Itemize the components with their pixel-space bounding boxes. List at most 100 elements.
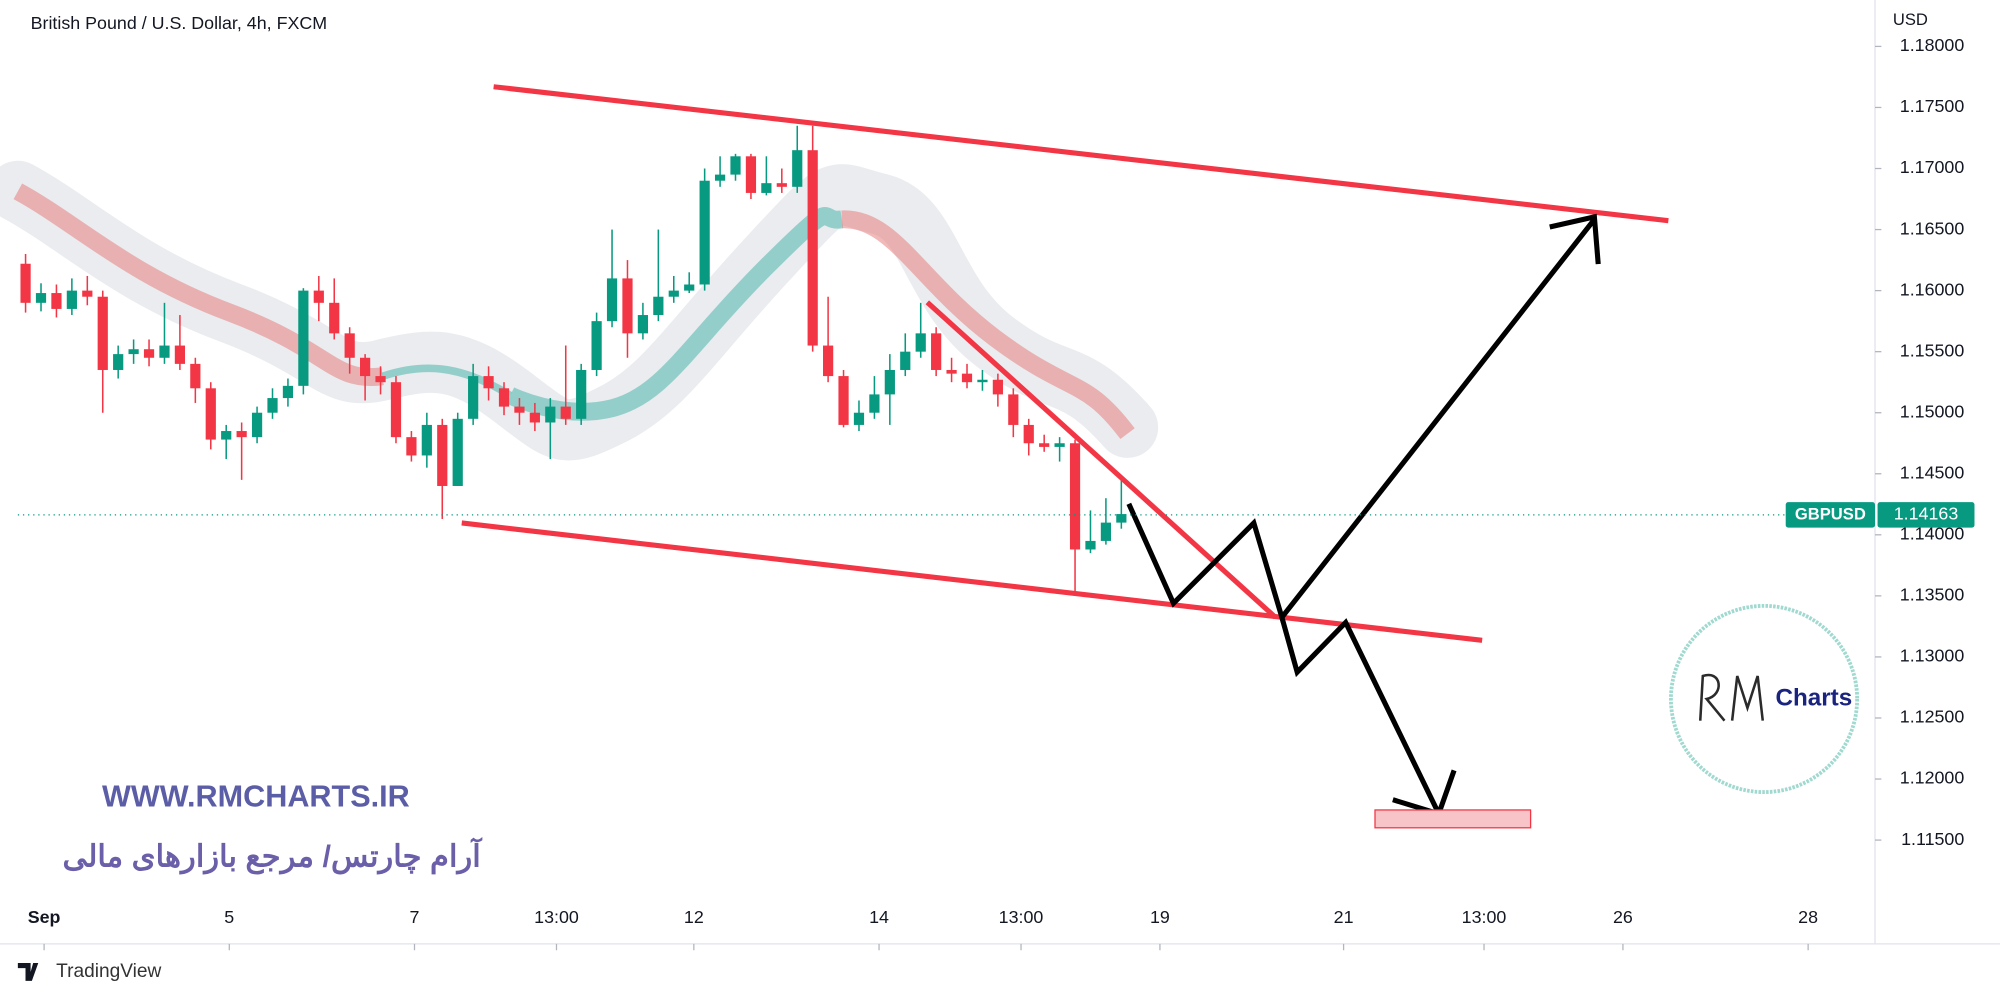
platform-name: TradingView [56, 961, 161, 982]
candle-body [143, 349, 155, 358]
candle-body [313, 290, 324, 303]
candle-body [884, 369, 895, 395]
candle-body [576, 369, 587, 419]
candle-body [437, 424, 448, 486]
candle-body [591, 321, 602, 370]
candle-body [298, 290, 309, 386]
candle-body [684, 284, 695, 291]
candle-body [421, 424, 432, 456]
candle-body [1023, 424, 1034, 444]
price-axis-unit: USD [1893, 10, 1928, 29]
candle-body [992, 379, 1003, 395]
candle-body [915, 333, 926, 352]
symbol-badge [1785, 502, 1875, 528]
axes: 1.11500 1.12000 1.12500 1.13000 1.13500 1.140… [28, 35, 1965, 951]
ma-ribbon-bearish [841, 210, 1135, 440]
candle-body [483, 376, 494, 389]
y-tick-label: 1.17500 [1900, 96, 1965, 116]
trend-line [925, 300, 1278, 620]
x-tick-label: Sep [28, 907, 61, 927]
candle-body [869, 394, 880, 413]
logo-ring [1669, 603, 1860, 795]
y-tick-label: 1.15500 [1900, 340, 1965, 360]
y-tick-label: 1.14000 [1900, 524, 1965, 544]
ma-ribbon-bearish [13, 183, 384, 386]
candle-body [637, 315, 649, 334]
candle-body [514, 406, 525, 413]
candle-body [761, 183, 772, 193]
tradingview-brand: TradingView [17, 961, 162, 982]
candle-body [221, 431, 232, 440]
watermark-slogan: آرام چارتس/ مرجع بازارهای مالی [63, 836, 484, 876]
y-tick-label: 1.14500 [1900, 462, 1965, 482]
moving-average-bands [0, 160, 1159, 461]
candle-body [113, 354, 124, 370]
candle-body [823, 345, 834, 377]
candle-body [82, 290, 93, 297]
candle-body [406, 437, 417, 456]
symbol-label: GBPUSD [1795, 504, 1866, 523]
candles [20, 125, 1127, 595]
x-tick-label: 13:00 [534, 907, 579, 927]
y-tick-label: 1.15000 [1900, 401, 1965, 421]
candle-body [560, 406, 571, 419]
tradingview-icon [17, 963, 39, 981]
channel-lower [461, 520, 1483, 643]
watermark-site: WWW.RMCHARTS.IR [102, 780, 410, 814]
candle-body [51, 293, 62, 309]
candle-body [545, 406, 556, 423]
candle-body [668, 290, 679, 297]
candle-body [606, 278, 618, 322]
candle-body [97, 296, 108, 370]
drawings [461, 84, 1669, 829]
y-tick-label: 1.17000 [1900, 157, 1965, 177]
candle-body [205, 388, 216, 440]
x-tick-label: 21 [1334, 907, 1354, 927]
candle-body [714, 174, 726, 181]
y-tick-label: 1.11500 [1901, 829, 1964, 849]
projection-path [1279, 616, 1442, 815]
logo: Charts [1669, 603, 1860, 795]
candle-body [329, 302, 340, 334]
candle-body [20, 263, 31, 303]
x-tick-label: 7 [410, 907, 420, 927]
candle-body [159, 345, 170, 358]
x-tick-label: 26 [1613, 907, 1633, 927]
x-tick-label: 5 [224, 907, 234, 927]
candle-body [622, 278, 633, 334]
candle-body [1085, 540, 1096, 550]
candle-body [390, 382, 402, 438]
candle-body [360, 357, 371, 377]
candle-body [236, 431, 247, 438]
ma-ribbon-bullish [381, 364, 513, 399]
candle-body [128, 349, 139, 355]
candle-body [745, 156, 757, 193]
candle-body [174, 345, 186, 364]
y-tick-label: 1.13000 [1900, 646, 1965, 666]
candle-body [251, 412, 263, 438]
candle-body [977, 379, 988, 383]
candle-body [1100, 522, 1112, 541]
candle-body [66, 290, 77, 309]
x-tick-label: 14 [869, 907, 889, 927]
candle-body [776, 183, 787, 187]
candle-body [267, 398, 278, 413]
y-tick-label: 1.18000 [1900, 35, 1965, 55]
x-tick-label: 28 [1798, 907, 1818, 927]
candle-body [838, 376, 849, 425]
candle-body [282, 385, 294, 399]
candle-body [1008, 394, 1019, 425]
last-price-badge [1877, 502, 1975, 528]
candle-body [946, 369, 957, 374]
x-tick-label: 13:00 [999, 907, 1044, 927]
channel-upper [493, 84, 1669, 224]
candle-body [792, 150, 803, 187]
candle-body [190, 363, 201, 389]
y-tick-label: 1.12500 [1900, 707, 1965, 727]
target-zone [1374, 809, 1532, 829]
candle-body [699, 180, 710, 285]
candle-body [468, 376, 479, 419]
